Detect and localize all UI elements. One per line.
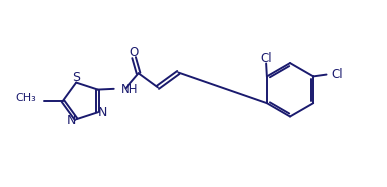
Text: Cl: Cl — [332, 68, 343, 81]
Text: S: S — [72, 71, 80, 84]
Text: NH: NH — [120, 83, 138, 96]
Text: N: N — [98, 106, 107, 119]
Text: Cl: Cl — [260, 52, 272, 65]
Text: O: O — [130, 46, 139, 59]
Text: CH₃: CH₃ — [15, 93, 36, 103]
Text: N: N — [67, 114, 76, 127]
